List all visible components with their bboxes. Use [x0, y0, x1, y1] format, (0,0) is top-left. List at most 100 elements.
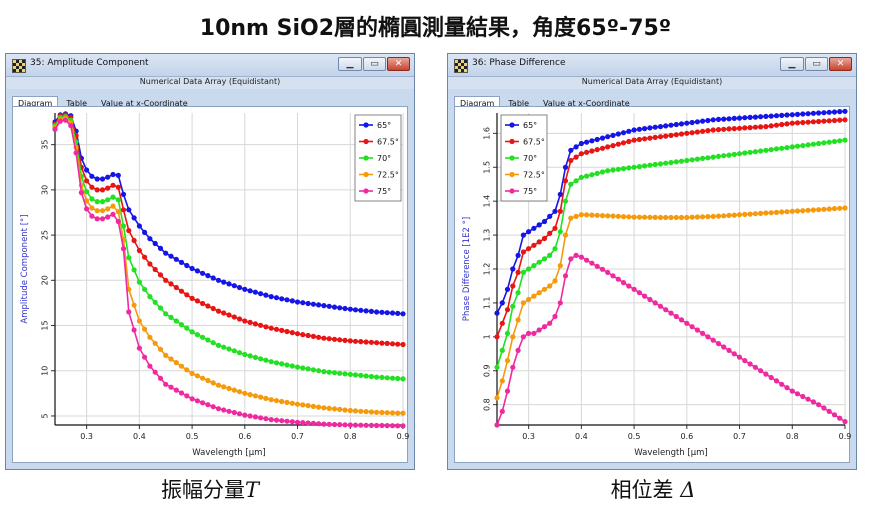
- tab-table[interactable]: Table: [66, 99, 88, 108]
- data-point: [310, 367, 316, 373]
- data-point: [573, 213, 579, 219]
- data-point: [742, 115, 748, 121]
- data-point: [726, 347, 732, 353]
- data-point: [678, 131, 685, 137]
- tab-value-at-x[interactable]: Value at x-Coordinate: [101, 99, 188, 108]
- data-point: [347, 371, 353, 377]
- minimize-button[interactable]: ▁: [780, 57, 804, 71]
- close-button[interactable]: ✕: [829, 57, 852, 71]
- data-point: [763, 371, 769, 377]
- legend-swatch-marker: [363, 188, 369, 194]
- legend-label: 65°: [377, 121, 391, 130]
- data-point: [215, 382, 222, 388]
- y-tick-label: 30: [41, 185, 50, 195]
- data-point: [115, 209, 121, 215]
- data-point: [263, 324, 269, 330]
- data-point: [205, 273, 211, 279]
- data-point: [794, 391, 801, 397]
- minimize-button[interactable]: ▁: [338, 57, 362, 71]
- data-point: [578, 151, 584, 157]
- data-point: [120, 207, 127, 213]
- data-point: [794, 208, 801, 214]
- x-tick-label: 0.9: [839, 432, 851, 441]
- data-point: [694, 156, 700, 162]
- data-point: [531, 330, 537, 336]
- data-point: [105, 206, 111, 212]
- data-point: [268, 397, 274, 403]
- tab-value-at-x[interactable]: Value at x-Coordinate: [543, 99, 630, 108]
- data-point: [647, 214, 653, 220]
- data-point: [400, 341, 406, 348]
- data-point: [131, 267, 137, 273]
- data-point: [721, 126, 727, 132]
- data-point: [168, 314, 174, 320]
- data-point: [294, 299, 301, 305]
- data-point: [84, 198, 90, 204]
- data-point: [615, 131, 621, 137]
- title-bar[interactable]: 35: Amplitude Component ▁ ▭ ✕: [6, 54, 414, 77]
- data-point: [173, 256, 179, 262]
- data-point: [395, 423, 401, 429]
- data-point: [800, 119, 806, 126]
- data-point: [515, 347, 521, 353]
- data-point: [504, 388, 511, 394]
- data-point: [800, 393, 806, 400]
- x-tick-label: 0.8: [344, 432, 357, 441]
- title-bar[interactable]: 36: Phase Difference ▁ ▭ ✕: [448, 54, 856, 77]
- data-point: [747, 125, 753, 131]
- data-point: [610, 213, 616, 219]
- y-tick-label: 10: [41, 366, 50, 376]
- data-point: [236, 316, 243, 322]
- data-point: [337, 305, 343, 311]
- data-point: [821, 118, 827, 124]
- data-point: [157, 245, 164, 251]
- data-point: [826, 206, 832, 212]
- data-point: [837, 138, 843, 144]
- data-point: [374, 340, 380, 346]
- restore-button[interactable]: ▭: [805, 57, 828, 71]
- tab-table[interactable]: Table: [508, 99, 530, 108]
- amplitude-chart[interactable]: 0.3 0.4 0.5 0.6 0.7 0.8 0.9 5 10 15 20 25 30 35 Wavele…: [13, 107, 409, 464]
- data-point: [515, 290, 521, 296]
- data-point: [305, 300, 311, 307]
- data-point: [57, 118, 63, 124]
- data-point: [663, 307, 669, 313]
- data-point: [520, 249, 526, 255]
- data-point: [631, 127, 637, 133]
- data-point: [337, 337, 343, 343]
- legend-swatch-marker: [509, 155, 515, 161]
- data-point: [652, 134, 658, 140]
- data-point: [694, 214, 700, 220]
- phase-chart[interactable]: 0.3 0.4 0.5 0.6 0.7 0.8 0.9 0.8 0.9 1 1.1 1.2 1.3 1.4…: [455, 107, 851, 464]
- data-point: [768, 113, 774, 119]
- legend-swatch-marker: [363, 122, 369, 128]
- data-point: [584, 139, 590, 145]
- data-point: [673, 214, 679, 221]
- legend-swatch-marker: [509, 122, 515, 128]
- data-point: [358, 408, 364, 414]
- data-point: [126, 228, 132, 234]
- data-point: [115, 184, 121, 190]
- data-point: [347, 338, 353, 344]
- data-point: [547, 252, 553, 258]
- diagram-panel: 0.3 0.4 0.5 0.6 0.7 0.8 0.9 5 10 15 20 25 30 35 Wavele…: [12, 106, 409, 464]
- data-point: [142, 229, 148, 235]
- y-tick-label: 0.9: [483, 364, 492, 377]
- data-point: [810, 110, 816, 116]
- data-point: [810, 399, 816, 405]
- data-point: [363, 308, 369, 314]
- data-point: [142, 254, 148, 260]
- data-point: [273, 295, 280, 301]
- legend-label: 75°: [377, 187, 391, 196]
- data-point: [152, 240, 158, 247]
- close-button[interactable]: ✕: [387, 57, 410, 71]
- x-tick-label: 0.4: [133, 432, 146, 441]
- restore-button[interactable]: ▭: [363, 57, 386, 71]
- data-point: [636, 164, 642, 170]
- data-point: [268, 417, 274, 423]
- data-point: [300, 402, 306, 408]
- data-point: [515, 317, 521, 323]
- data-point: [779, 145, 785, 151]
- data-point: [694, 129, 700, 135]
- data-point: [610, 273, 616, 279]
